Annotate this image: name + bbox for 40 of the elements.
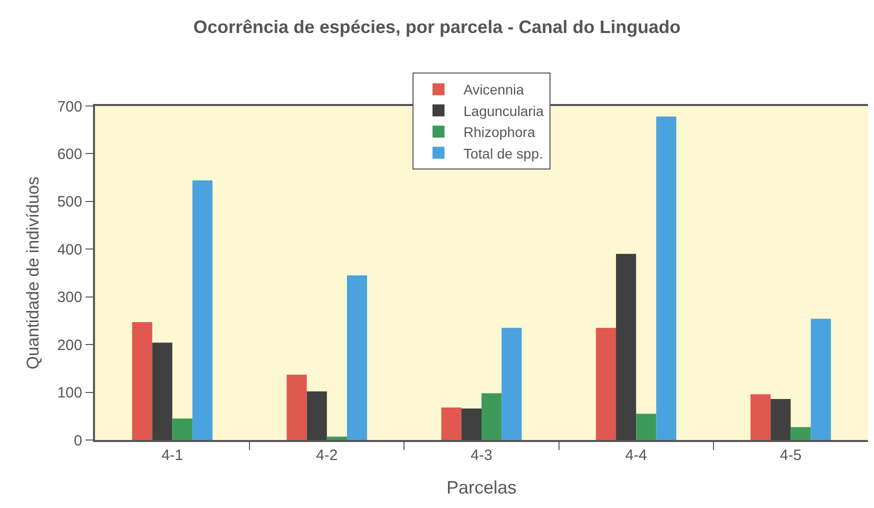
y-tick-label: 700: [57, 98, 82, 116]
legend-label: Avicennia: [464, 82, 524, 98]
legend-label: Laguncularia: [464, 102, 544, 119]
y-tick-label: 100: [57, 384, 82, 402]
y-tick-label: 0: [74, 432, 82, 450]
bar: [596, 328, 616, 440]
bar: [132, 322, 152, 440]
bar: [656, 116, 676, 440]
x-tick-label: 4-3: [470, 446, 492, 464]
bar: [616, 254, 636, 440]
legend-label: Rhizophora: [464, 124, 536, 140]
chart-title: Ocorrência de espécies, por parcela - Canal do Linguado: [193, 16, 681, 37]
bar: [441, 408, 462, 440]
bar: [286, 374, 307, 440]
x-tick-label: 4-4: [625, 446, 647, 464]
bar: [790, 427, 811, 440]
y-tick-label: 500: [57, 194, 82, 211]
bar: [750, 394, 771, 440]
y-tick-label: 300: [57, 289, 82, 306]
y-tick-label: 200: [57, 336, 82, 354]
bar: [152, 342, 172, 440]
bar: [461, 408, 482, 440]
bar: [810, 318, 831, 440]
bar: [172, 418, 192, 440]
bar: [502, 328, 522, 440]
y-tick-label: 400: [57, 241, 82, 258]
y-axis-title: Quantidade de indivíduos: [23, 176, 42, 370]
bar: [482, 393, 502, 440]
y-tick-label: 600: [57, 146, 82, 163]
x-axis-title: Parcelas: [446, 477, 517, 498]
x-tick-label: 4-5: [780, 446, 802, 464]
legend-label: Total de spp.: [464, 145, 543, 162]
bar: [192, 180, 212, 440]
bar: [770, 398, 791, 440]
bar: [636, 414, 656, 440]
bar: [347, 275, 368, 440]
bar: [326, 436, 347, 440]
x-tick-label: 4-1: [161, 446, 184, 464]
bar: [306, 391, 327, 440]
x-tick-label: 4-2: [316, 446, 338, 464]
